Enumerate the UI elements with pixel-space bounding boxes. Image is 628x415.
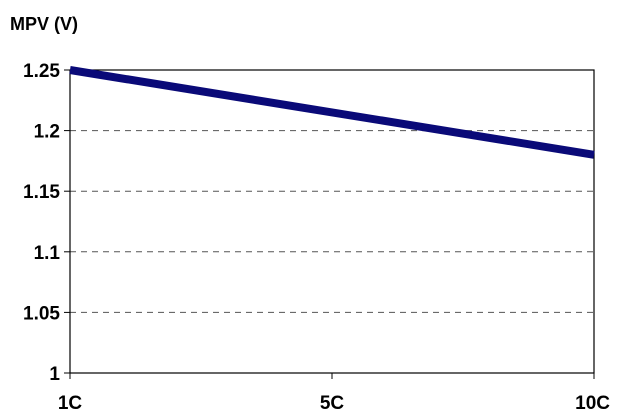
x-tick-label: 5C: [320, 393, 345, 414]
series-line: [69, 66, 595, 159]
x-tick-label: 1C: [58, 393, 83, 414]
y-tick-label: 1.1: [34, 243, 61, 264]
y-axis: 1 1.05 1.1 1.15 1.2 1.25: [23, 61, 70, 385]
y-tick-label: 1.25: [23, 61, 60, 82]
y-tick-label: 1.05: [23, 303, 60, 324]
series-lines: [69, 66, 595, 159]
y-tick-label: 1: [49, 364, 60, 385]
y-axis-label: MPV (V): [10, 14, 78, 34]
gridlines: [70, 130, 594, 313]
y-tick-label: 1.15: [23, 182, 60, 203]
x-axis: 1C 5C 10C: [58, 373, 610, 414]
x-tick-label: 10C: [575, 393, 610, 414]
y-tick-label: 1.2: [34, 122, 60, 143]
